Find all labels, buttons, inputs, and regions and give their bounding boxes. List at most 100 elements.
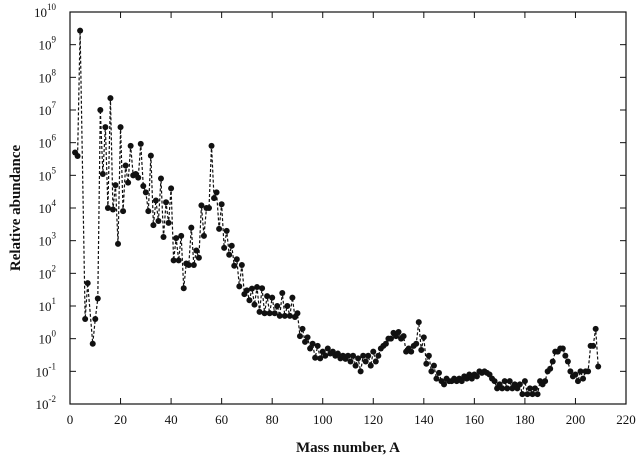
x-tick-label: 200 — [566, 412, 586, 427]
data-point — [415, 319, 422, 326]
y-tick-base: 10 — [39, 136, 52, 151]
y-tick-base: 10 — [34, 5, 47, 20]
x-tick-label: 60 — [215, 412, 228, 427]
y-tick-exponent: 2 — [52, 263, 57, 273]
data-point — [198, 202, 205, 209]
plot-frame — [69, 11, 627, 405]
y-tick-label: 10-2 — [36, 394, 57, 412]
x-tick-label: 140 — [414, 412, 434, 427]
data-point — [317, 355, 324, 362]
y-tick-label: 103 — [39, 231, 57, 249]
y-tick-exponent: 3 — [52, 231, 57, 241]
data-point — [145, 208, 152, 215]
data-point — [572, 371, 579, 378]
data-point — [516, 381, 523, 388]
data-point — [279, 290, 286, 297]
y-tick-label: 108 — [39, 67, 57, 85]
data-point — [590, 342, 597, 349]
data-point — [473, 373, 480, 380]
data-point — [491, 378, 498, 385]
data-point — [223, 227, 230, 234]
data-point — [195, 254, 202, 261]
data-point — [441, 381, 448, 388]
data-point — [276, 312, 283, 319]
y-tick-label: 107 — [39, 100, 57, 118]
data-point — [142, 189, 149, 196]
data-point — [256, 308, 263, 315]
data-point — [499, 385, 506, 392]
data-point — [526, 385, 533, 392]
data-point — [534, 391, 541, 398]
y-tick-exponent: 10 — [47, 2, 57, 12]
data-point — [577, 368, 584, 375]
data-point — [107, 95, 114, 102]
data-point — [375, 352, 382, 359]
y-tick-exponent: -1 — [49, 361, 57, 371]
data-point — [430, 362, 437, 369]
data-point — [521, 378, 528, 385]
data-point — [435, 369, 442, 376]
data-point — [506, 378, 513, 385]
x-tick-label: 160 — [465, 412, 485, 427]
data-point — [350, 352, 357, 359]
data-point — [254, 284, 261, 291]
y-tick-base: 10 — [39, 70, 52, 85]
data-point — [97, 107, 104, 113]
data-point — [135, 174, 142, 181]
data-point — [428, 368, 435, 375]
data-point — [236, 283, 243, 290]
data-point — [564, 358, 571, 365]
data-point — [362, 358, 369, 365]
y-tick-label: 102 — [39, 263, 57, 281]
y-tick-base: 10 — [39, 168, 52, 183]
data-point — [501, 378, 508, 385]
data-point — [352, 362, 359, 369]
data-point — [458, 378, 465, 385]
x-tick-label: 180 — [515, 412, 535, 427]
data-point — [261, 310, 268, 317]
y-tick-label: 104 — [39, 198, 57, 216]
data-point — [367, 362, 374, 369]
data-point — [82, 315, 89, 322]
data-point — [140, 183, 147, 190]
y-tick-base: 10 — [39, 266, 52, 281]
y-tick-base: 10 — [36, 397, 49, 412]
data-point — [281, 312, 288, 319]
y-tick-base: 10 — [39, 201, 52, 216]
data-point — [360, 352, 367, 359]
data-point — [334, 350, 341, 357]
data-point — [580, 375, 587, 382]
data-point — [529, 391, 536, 398]
data-point — [233, 256, 240, 263]
data-point — [77, 27, 84, 34]
x-tick-label: 0 — [67, 412, 74, 427]
data-point — [84, 280, 91, 287]
x-tick-label: 80 — [266, 412, 279, 427]
data-point — [382, 340, 389, 347]
y-tick-exponent: 0 — [52, 329, 57, 339]
y-tick-label: 106 — [39, 133, 57, 151]
x-tick-label: 120 — [364, 412, 384, 427]
data-point — [231, 262, 238, 269]
data-point — [155, 217, 162, 224]
data-point — [74, 153, 81, 160]
x-tick-label: 20 — [114, 412, 127, 427]
data-point — [185, 261, 192, 268]
data-point — [312, 354, 319, 361]
data-point — [433, 375, 440, 382]
data-point — [122, 162, 129, 169]
data-point — [284, 303, 291, 309]
y-tick-base: 10 — [39, 299, 52, 314]
data-point — [585, 368, 592, 375]
data-point — [243, 287, 250, 294]
data-point — [400, 333, 407, 340]
data-point — [226, 251, 233, 258]
data-point — [266, 310, 273, 317]
data-line — [74, 30, 599, 397]
data-point — [395, 328, 402, 335]
data-point — [289, 294, 296, 301]
data-point — [228, 242, 235, 249]
data-point — [423, 360, 430, 367]
y-tick-exponent: 1 — [52, 296, 57, 306]
